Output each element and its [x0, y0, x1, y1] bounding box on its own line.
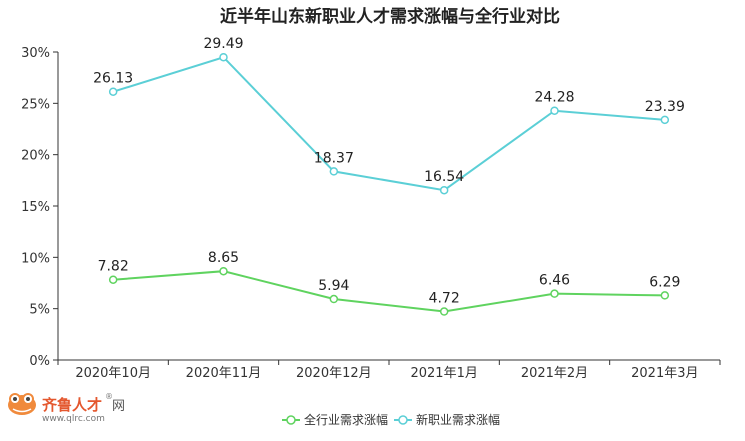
series-line [113, 270, 665, 313]
data-label: 16.54 [424, 169, 464, 185]
data-label: 7.82 [98, 259, 129, 275]
chart-title: 近半年山东新职业人才需求涨幅与全行业对比 [220, 6, 560, 27]
y-tick-label: 0% [29, 354, 50, 369]
data-point [108, 275, 118, 284]
data-label: 18.37 [314, 150, 354, 166]
data-label: 6.46 [539, 273, 570, 289]
legend-marker [398, 415, 408, 425]
y-tick-label: 5% [29, 303, 50, 318]
data-point [660, 115, 670, 125]
data-point [108, 87, 118, 96]
legend-label: 新职业需求涨幅 [416, 412, 500, 427]
data-label: 6.29 [649, 274, 680, 290]
watermark-reg: ® [105, 392, 113, 401]
y-tick-label: 15% [21, 200, 50, 215]
data-point [550, 106, 559, 115]
x-tick-label: 2021年3月 [631, 366, 698, 381]
data-label: 26.13 [93, 71, 133, 87]
series-layer [108, 52, 670, 316]
data-point [660, 291, 670, 300]
x-tick-label: 2021年1月 [410, 366, 477, 381]
x-tick-label: 2020年12月 [296, 366, 372, 381]
data-point [550, 289, 559, 298]
data-labels: 7.82 8.65 5.94 4.72 6.46 6.29 26.13 29.49 18.37 1… [93, 36, 685, 306]
watermark-suffix: 网 [112, 399, 125, 414]
series-line [112, 56, 665, 192]
y-tick-label: 10% [21, 251, 50, 266]
y-tick-label: 30% [21, 46, 50, 61]
data-label: 8.65 [208, 250, 239, 266]
data-point [439, 185, 449, 195]
data-label: 29.49 [203, 36, 243, 52]
x-tick-label: 2020年11月 [186, 366, 262, 381]
data-point [329, 294, 339, 304]
y-tick-label: 20% [21, 149, 50, 164]
data-point [329, 167, 339, 176]
watermark-brand: 齐鲁人才 [42, 396, 102, 414]
watermark-logo: 齐鲁人才 ® 网 www.qlrc.com [8, 392, 125, 424]
data-label: 23.39 [645, 99, 685, 115]
legend: 全行业需求涨幅 新职业需求涨幅 [282, 412, 500, 427]
frog-logo-icon [8, 393, 36, 415]
data-point [219, 52, 228, 62]
data-point [219, 266, 228, 276]
axes: 0% 5% 10% 15% 20% 25% 30% 2020年10月 2020年11月 2020年… [21, 46, 721, 381]
x-tick-label: 2021年2月 [521, 366, 588, 381]
legend-marker [286, 415, 296, 425]
legend-label: 全行业需求涨幅 [304, 412, 388, 427]
data-label: 24.28 [534, 90, 574, 106]
watermark-url: www.qlrc.com [42, 414, 105, 424]
x-tick-label: 2020年10月 [75, 366, 151, 381]
y-tick-label: 25% [21, 97, 50, 112]
data-point [439, 307, 449, 316]
data-label: 5.94 [318, 278, 349, 294]
data-label: 4.72 [429, 291, 460, 307]
